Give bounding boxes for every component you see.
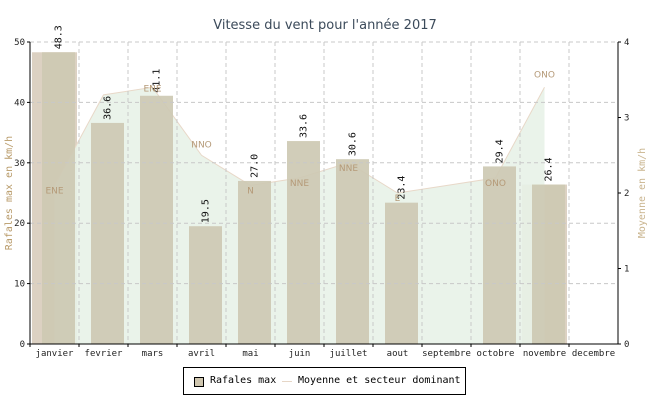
sector-label-aout: E — [395, 194, 401, 204]
y-tick-label-left: 30 — [14, 159, 25, 169]
y-tick-label-right: 1 — [624, 265, 629, 275]
y-tick-label-left: 10 — [14, 280, 25, 290]
y-tick-label-right: 2 — [624, 189, 629, 199]
bar-value-label-fevrier: 36.6 — [103, 96, 114, 120]
legend-label-bars: Rafales max — [210, 375, 277, 386]
sector-label-janvier: ENE — [45, 186, 63, 196]
x-tick-label-mai: mai — [242, 349, 258, 359]
y-tick-label-left: 0 — [20, 340, 25, 350]
bar-value-label-juillet: 30.6 — [348, 132, 359, 156]
legend-swatch-bars — [194, 377, 204, 387]
bar-fevrier — [91, 122, 124, 344]
sector-label-juillet: NNE — [339, 164, 358, 174]
bar-mai — [238, 180, 271, 344]
legend-swatch-average — [282, 381, 292, 382]
bar-value-label-janvier: 48.3 — [54, 25, 65, 49]
y-tick-label-left: 50 — [14, 38, 25, 48]
bar-janvier — [42, 52, 75, 344]
bar-value-label-mars: 41.1 — [152, 69, 163, 93]
sector-label-avril: NNO — [191, 140, 212, 150]
y-axis-label-right: Moyenne en km/h — [637, 148, 648, 238]
y-tick-label-left: 40 — [14, 98, 25, 108]
labels: 48.3 36.6 41.1 19.5 27.0 33.6 30.6 23.4 29.4 26.4… — [14, 25, 629, 359]
x-tick-label-decembre: decembre — [572, 349, 615, 359]
bar-octobre — [483, 166, 516, 344]
bar-value-label-novembre: 26.4 — [544, 157, 555, 181]
y-axis-label-left: Rafales max en km/h — [4, 136, 15, 250]
bar-mars — [140, 95, 173, 344]
axes — [27, 41, 621, 347]
x-tick-label-fevrier: fevrier — [85, 349, 124, 359]
bar-value-label-avril: 19.5 — [201, 199, 212, 223]
bar-juin — [287, 141, 320, 344]
y-tick-label-left: 20 — [14, 219, 25, 229]
bar-value-label-juin: 33.6 — [299, 114, 310, 138]
grid-lines — [30, 41, 619, 344]
x-tick-label-septembre: septembre — [422, 349, 471, 359]
x-tick-label-avril: avril — [188, 349, 215, 359]
x-tick-label-mars: mars — [142, 349, 164, 359]
bar-series — [42, 52, 565, 344]
y-tick-label-right: 4 — [624, 38, 629, 48]
sector-label-mai: N — [247, 186, 254, 196]
x-tick-label-janvier: janvier — [36, 349, 75, 359]
sector-label-mars: ENE — [143, 84, 161, 94]
x-tick-label-juin: juin — [289, 349, 311, 359]
chart-title: Vitesse du vent pour l'année 2017 — [213, 18, 437, 33]
y-tick-label-right: 3 — [624, 114, 629, 124]
bar-aout — [385, 202, 418, 344]
sector-label-octobre: ONO — [485, 179, 506, 189]
x-tick-label-novembre: novembre — [523, 349, 566, 359]
x-tick-label-juillet: juillet — [330, 349, 368, 359]
legend: Rafales max Moyenne et secteur dominant — [183, 367, 466, 395]
x-tick-label-octobre: octobre — [477, 349, 515, 359]
bar-novembre — [532, 184, 565, 344]
legend-label-average: Moyenne et secteur dominant — [298, 375, 461, 386]
bar-value-label-aout: 23.4 — [397, 176, 408, 200]
sector-label-novembre: ONO — [534, 70, 555, 80]
x-tick-label-aout: aout — [387, 349, 409, 359]
bar-value-label-octobre: 29.4 — [495, 139, 506, 163]
bar-avril — [189, 226, 222, 344]
y-tick-label-right: 0 — [624, 340, 629, 350]
sector-label-juin: NNE — [290, 179, 309, 189]
bar-juillet — [336, 159, 369, 344]
bar-value-label-mai: 27.0 — [250, 154, 261, 178]
